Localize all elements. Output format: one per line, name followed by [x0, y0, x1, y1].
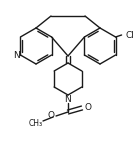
Text: Cl: Cl	[126, 30, 134, 39]
Text: O: O	[47, 111, 54, 120]
Text: N: N	[65, 95, 71, 104]
Text: O: O	[85, 103, 92, 111]
Text: N: N	[14, 51, 20, 60]
Text: CH₃: CH₃	[29, 118, 43, 128]
